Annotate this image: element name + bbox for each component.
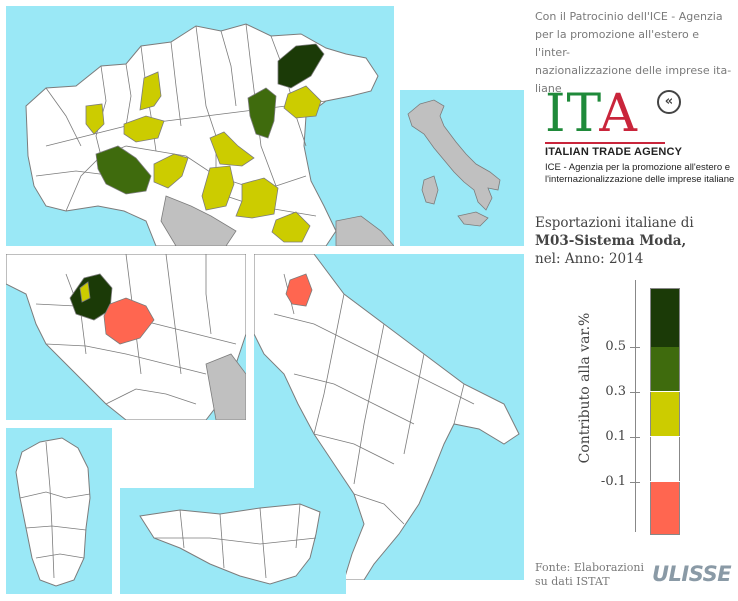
legend-tick <box>630 482 640 483</box>
ita-logo-rule <box>545 142 665 144</box>
province-yellow-8 <box>235 177 279 219</box>
sponsor-line: nazionalizzazione delle imprese ita- <box>535 64 732 77</box>
map-title-line-1: Esportazioni italiane di <box>535 215 694 231</box>
legend-title: Contributo alla var.% <box>577 312 593 464</box>
map-central-italy <box>6 254 246 420</box>
ita-logo-name: ITALIAN TRADE AGENCY <box>545 146 683 158</box>
province-yellow-2 <box>139 71 162 111</box>
sidebar <box>528 0 738 601</box>
province-yellow-6 <box>209 131 255 167</box>
legend-class-3 <box>650 437 680 481</box>
south-italy-land <box>254 254 520 580</box>
legend-tick <box>630 347 640 348</box>
sardinia-land <box>15 437 91 587</box>
ita-arrow-icon: « <box>657 90 681 114</box>
sponsor-line: per la promozione all'estero e l'inter- <box>535 28 700 59</box>
ita-logo-subtitle-2: l'internazionalizzazione delle imprese i… <box>545 174 735 185</box>
map-title: Esportazioni italiane di M03-Sistema Mod… <box>535 214 735 268</box>
sponsor-line: Con il Patrocinio dell'ICE - Agenzia <box>535 10 723 23</box>
sicily-land <box>139 503 321 585</box>
province-yellow-4 <box>123 115 165 143</box>
map-north-italy <box>6 6 394 246</box>
central-italy-grey-east <box>205 353 246 420</box>
province-yellow-5 <box>153 153 189 189</box>
province-dark-green-central <box>69 273 113 321</box>
ita-letter-i: I <box>545 84 567 144</box>
legend-class-4 <box>650 482 680 535</box>
province-mid-green-2 <box>95 145 152 195</box>
province-yellow-9 <box>271 211 311 243</box>
legend-tick <box>630 437 640 438</box>
ita-letter-a: A <box>599 84 638 144</box>
ita-logo-subtitle-1: ICE - Agenzia per la promozione all'este… <box>545 162 731 173</box>
province-mid-green-1 <box>247 87 277 139</box>
sicily-silhouette <box>457 211 489 227</box>
legend-tick-label: -0.1 <box>600 474 626 489</box>
map-title-line-3: nel: Anno: 2014 <box>535 251 644 267</box>
legend-tick-label: 0.1 <box>605 429 626 444</box>
ulisse-logo: ULISSE <box>652 562 732 586</box>
map-title-line-2: M03-Sistema Moda, <box>535 233 687 249</box>
source-line-1: Fonte: Elaborazioni <box>535 561 644 574</box>
map-italy-overview <box>400 90 524 246</box>
legend-class-0 <box>650 288 680 347</box>
province-yellow-1 <box>283 85 322 119</box>
province-yellow-3 <box>85 103 105 135</box>
adriatic-coast-grey <box>335 215 394 246</box>
legend-tick-label: 0.5 <box>605 339 626 354</box>
province-dark-green-northeast <box>277 43 325 89</box>
italy-silhouette <box>407 99 501 211</box>
legend-class-2 <box>650 392 680 436</box>
legend: 0.5 0.3 0.1 -0.1 Contributo alla var.% <box>535 280 735 540</box>
legend-tick-label: 0.3 <box>605 384 626 399</box>
map-sicily <box>120 488 346 594</box>
legend-axis <box>635 280 636 532</box>
map-sardinia <box>6 428 112 594</box>
province-red-south <box>285 273 313 307</box>
ita-letters: ITA <box>545 88 638 140</box>
ita-letter-t: T <box>566 84 600 144</box>
sardinia-silhouette <box>421 175 439 205</box>
province-yellow-7 <box>201 165 235 211</box>
province-yellow-central <box>79 281 91 303</box>
ita-logo: ITA « ITALIAN TRADE AGENCY ICE - Agenzia… <box>545 88 734 190</box>
switzerland-grey <box>160 195 237 246</box>
source-note: Fonte: Elaborazioni su dati ISTAT <box>535 561 644 589</box>
source-line-2: su dati ISTAT <box>535 575 610 588</box>
legend-tick <box>630 392 640 393</box>
sponsor-line: liane <box>535 82 562 95</box>
legend-class-1 <box>650 347 680 391</box>
sponsor-text: Con il Patrocinio dell'ICE - Agenzia per… <box>535 8 735 98</box>
province-red-central <box>103 297 155 345</box>
